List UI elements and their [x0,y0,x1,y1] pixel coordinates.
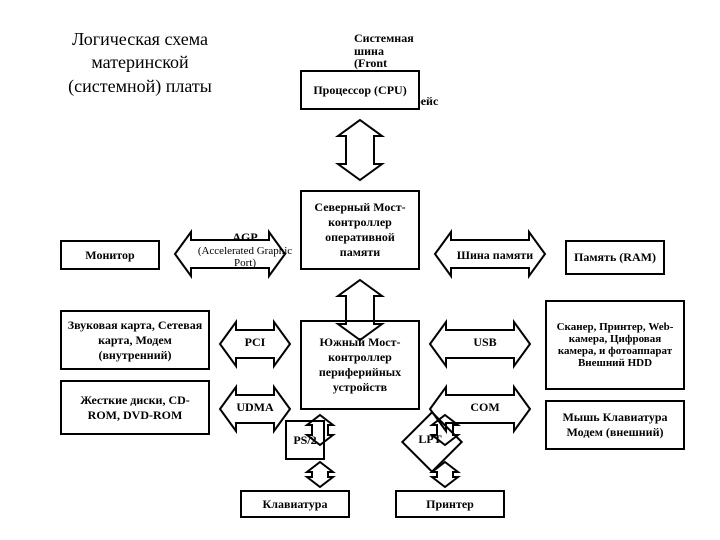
page-title: Логическая схема материнской (системной)… [60,28,220,98]
node-label-ram: Память (RAM) [571,250,659,265]
node-label-north: Северный Мост- контроллер оперативной па… [306,200,414,260]
node-label-printer: Принтер [401,497,499,512]
node-hdd: Жесткие диски, CD-ROM, DVD-ROM [60,380,210,435]
edge-label-usb: USB [460,335,510,350]
node-south: Южный Мост- контроллер периферийных устр… [300,320,420,410]
edge-label-agp: AGP(Accelerated Graphic Port) [195,230,295,269]
node-north: Северный Мост- контроллер оперативной па… [300,190,420,270]
node-label-keyboard: Клавиатура [246,497,344,512]
edge-label-membus: Шина памяти [445,248,545,263]
edge-label-udma: UDMA [225,400,285,415]
node-label-sound: Звуковая карта, Сетевая карта, Модем (вн… [66,318,204,363]
edge-label-agp-sub: (Accelerated Graphic Port) [195,245,295,269]
node-label-cpu: Процессор (CPU) [306,83,414,98]
node-ps2: PS/2 [285,420,325,460]
node-label-south: Южный Мост- контроллер периферийных устр… [306,335,414,395]
node-lpt-label: LPT [410,432,450,447]
title-text: Логическая схема материнской (системной)… [68,29,212,96]
node-label-ps2: PS/2 [291,433,319,448]
node-cpu: Процессор (CPU) [300,70,420,110]
node-label-monitor: Монитор [66,248,154,263]
node-printer: Принтер [395,490,505,518]
node-keyboard: Клавиатура [240,490,350,518]
node-label-scanner: Сканер, Принтер, Web-камера, Цифровая ка… [551,321,679,369]
node-scanner: Сканер, Принтер, Web-камера, Цифровая ка… [545,300,685,390]
node-label-mouse: Мышь Клавиатура Модем (внешний) [551,410,679,440]
edge-label-pci: PCI [230,335,280,350]
node-monitor: Монитор [60,240,160,270]
node-ram: Память (RAM) [565,240,665,275]
node-label-hdd: Жесткие диски, CD-ROM, DVD-ROM [66,393,204,423]
bus-arrow [338,120,382,180]
node-mouse: Мышь Клавиатура Модем (внешний) [545,400,685,450]
edge-label-com: COM [460,400,510,415]
node-sound: Звуковая карта, Сетевая карта, Модем (вн… [60,310,210,370]
bus-arrow [307,462,333,487]
